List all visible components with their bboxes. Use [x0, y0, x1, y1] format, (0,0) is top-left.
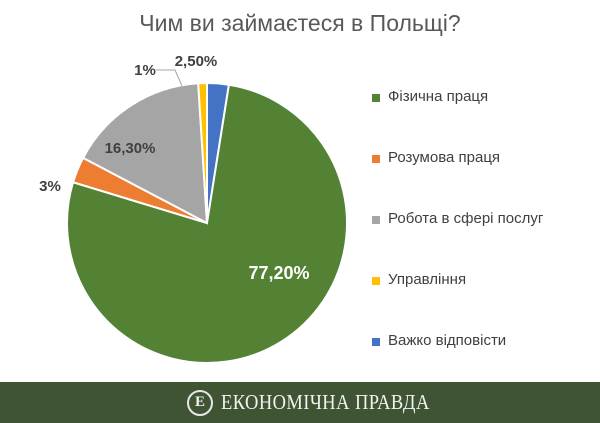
pie-slices	[66, 81, 348, 364]
pie-slice-4	[197, 81, 208, 224]
legend-swatch	[372, 338, 380, 346]
legend-label: Розумова праця	[388, 149, 501, 166]
footer-bar: Е ЕКОНОМІЧНА ПРАВДА	[0, 382, 600, 423]
brand-name: ЕКОНОМІЧНА ПРАВДА	[221, 390, 430, 414]
data-labels: 2,50% 77,20% 3% 16,30% 1%	[39, 53, 309, 283]
legend-swatch	[372, 216, 380, 224]
data-label-3: 16,30%	[105, 140, 156, 157]
legend-swatch	[372, 94, 380, 102]
data-label-4: 1%	[134, 62, 156, 79]
pie-chart: 2,50% 77,20% 3% 16,30% 1%	[39, 53, 348, 364]
legend-label: Фізична праця	[388, 88, 489, 105]
legend-swatch	[372, 277, 380, 285]
legend-label: Управління	[388, 271, 467, 288]
data-label-1: 77,20%	[248, 263, 309, 283]
chart-title: Чим ви займаєтеся в Польщі?	[139, 10, 461, 36]
legend-item-4: Управління	[372, 269, 597, 330]
leader-line-4	[156, 69, 183, 87]
legend-swatch	[372, 155, 380, 163]
logo-icon: Е	[187, 389, 213, 416]
legend-item-1: Фізична праця	[372, 86, 597, 147]
legend-label: Важко відповісти	[388, 332, 507, 349]
pie-slice-3	[81, 82, 209, 225]
legend-item-3: Робота в сфері послуг	[372, 208, 597, 269]
legend: Фізична праця Розумова праця Робота в сфер…	[372, 86, 597, 391]
leader-lines	[156, 69, 183, 87]
brand-logo[interactable]: Е ЕКОНОМІЧНА ПРАВДА	[187, 382, 458, 423]
legend-label: Робота в сфері послуг	[388, 210, 544, 227]
data-label-5: 2,50%	[175, 53, 218, 70]
legend-item-2: Розумова праця	[372, 147, 597, 208]
legend-item-5: Важко відповісти	[372, 330, 597, 391]
data-label-2: 3%	[39, 178, 61, 195]
